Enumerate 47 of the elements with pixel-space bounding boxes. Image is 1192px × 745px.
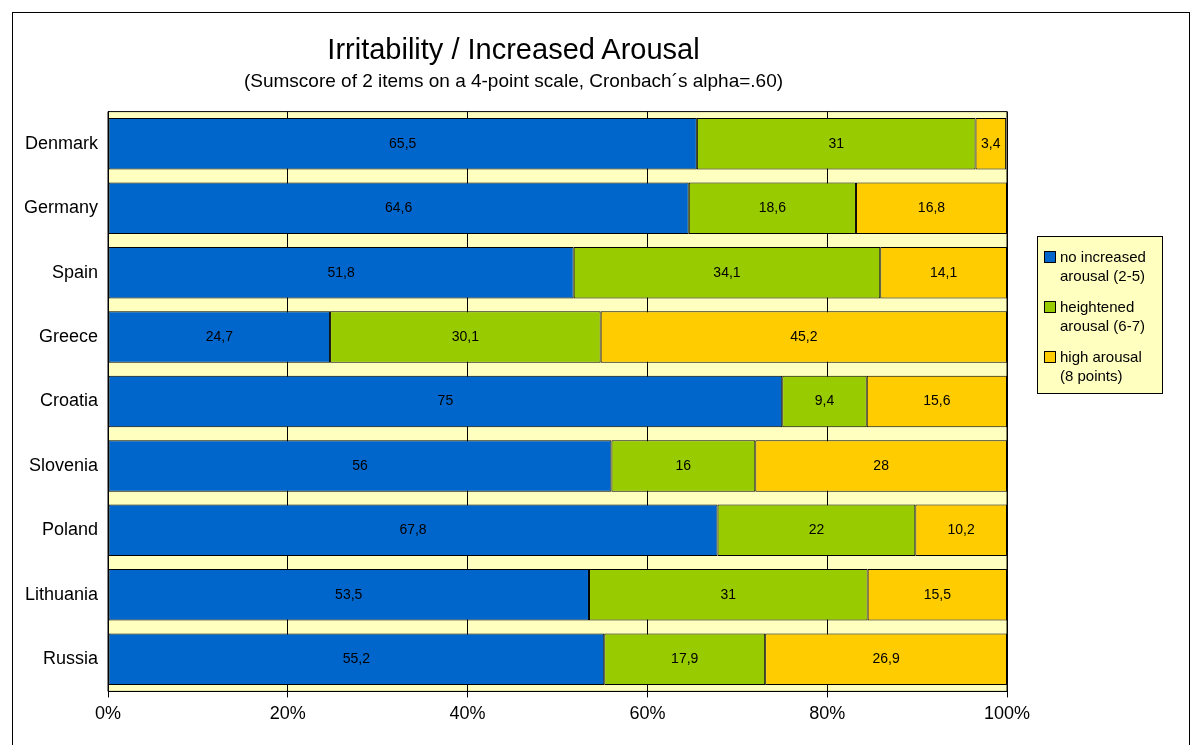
data-label: 16 bbox=[675, 456, 692, 473]
data-label: 14,1 bbox=[930, 263, 958, 280]
y-tick-label: Croatia bbox=[39, 390, 99, 411]
y-tick-label: Lithuania bbox=[24, 583, 99, 604]
y-tick-label: Greece bbox=[38, 326, 99, 347]
data-label: 30,1 bbox=[451, 327, 480, 344]
x-tick-label: 80% bbox=[809, 703, 846, 724]
data-label: 65,5 bbox=[389, 134, 417, 151]
data-label: 34,1 bbox=[713, 263, 741, 280]
legend-label: high arousal (8 points) bbox=[1060, 347, 1143, 385]
data-label: 75 bbox=[437, 392, 454, 409]
data-label: 17,9 bbox=[671, 650, 699, 667]
y-tick-label: Spain bbox=[51, 261, 99, 282]
y-tick-label: Germany bbox=[23, 197, 99, 218]
data-label: 31 bbox=[828, 134, 845, 151]
data-label: 16,8 bbox=[917, 199, 946, 216]
data-label: 31 bbox=[720, 585, 737, 602]
data-label: 10,2 bbox=[947, 521, 975, 538]
data-label: 15,5 bbox=[923, 585, 952, 602]
data-label: 24,7 bbox=[205, 327, 234, 344]
data-label: 55,2 bbox=[342, 650, 371, 667]
x-tick-label: 20% bbox=[269, 703, 306, 724]
data-label: 67,8 bbox=[399, 521, 427, 538]
data-label: 56 bbox=[352, 456, 368, 473]
data-label: 22 bbox=[808, 521, 825, 538]
data-label: 18,6 bbox=[758, 199, 787, 216]
text: no increased arousal (2-5) bbox=[1060, 247, 1147, 285]
legend-label: heightened arousal (6-7) bbox=[1060, 297, 1147, 335]
data-label: 15,6 bbox=[923, 392, 951, 409]
data-label: 64,6 bbox=[385, 199, 413, 216]
y-tick-label: Denmark bbox=[24, 132, 100, 153]
data-label: 28 bbox=[873, 456, 890, 473]
data-label: 51,8 bbox=[327, 263, 355, 280]
y-tick-label: Russia bbox=[42, 648, 99, 669]
data-label: 3,4 bbox=[981, 134, 1001, 151]
data-label: 26,9 bbox=[872, 650, 900, 667]
data-label: 45,2 bbox=[790, 327, 818, 344]
y-tick-label: Poland bbox=[41, 519, 99, 540]
x-tick-label: 40% bbox=[449, 703, 486, 724]
chart-subtitle: (Sumscore of 2 items on a 4-point scale, Cronbach´s alpha=.60) bbox=[243, 70, 784, 92]
y-tick-label: Slovenia bbox=[28, 454, 100, 475]
data-label: 53,5 bbox=[335, 585, 363, 602]
chart-title: Irritability / Increased Arousal bbox=[327, 33, 700, 66]
x-tick-label: 100% bbox=[983, 703, 1031, 724]
x-tick-label: 60% bbox=[629, 703, 666, 724]
x-tick-label: 0% bbox=[95, 703, 122, 724]
data-label: 9,4 bbox=[814, 392, 835, 409]
